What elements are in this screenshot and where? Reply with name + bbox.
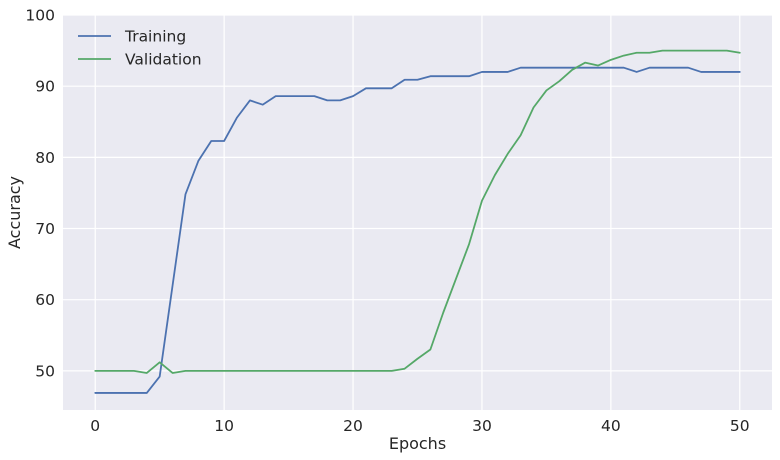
x-tick-label: 0 <box>90 417 100 435</box>
x-tick-label: 30 <box>472 417 492 435</box>
series-line-training <box>94 66 741 394</box>
x-tick-label: 10 <box>214 417 234 435</box>
y-tick-labels: 50 60 70 80 90 100 <box>25 7 55 381</box>
y-tick-label: 100 <box>25 7 55 25</box>
y-tick-label: 60 <box>35 291 55 309</box>
plot-background <box>63 15 772 410</box>
y-tick-label: 50 <box>35 362 55 380</box>
series-line-validation <box>94 49 741 374</box>
y-tick-label: 70 <box>35 220 55 238</box>
x-tick-label: 20 <box>343 417 363 435</box>
x-axis-label: Epochs <box>389 434 446 453</box>
legend-label-training: Training <box>124 28 186 46</box>
y-axis-label: Accuracy <box>5 176 24 249</box>
x-tick-label: 50 <box>730 417 750 435</box>
legend-label-validation: Validation <box>125 51 202 69</box>
series-layer <box>94 49 741 394</box>
y-tick-label: 90 <box>35 78 55 96</box>
y-tick-label: 80 <box>35 149 55 167</box>
legend: Training Validation <box>78 28 202 69</box>
x-tick-labels: 0 10 20 30 40 50 <box>90 417 749 435</box>
x-tick-label: 40 <box>601 417 621 435</box>
